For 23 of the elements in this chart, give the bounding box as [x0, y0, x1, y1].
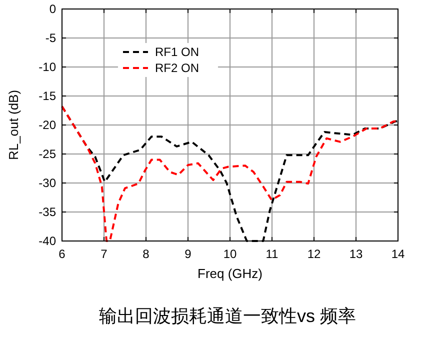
y-tick-label: -15 — [38, 89, 56, 103]
x-tick-label: 7 — [100, 247, 108, 261]
x-tick-label: 10 — [223, 247, 237, 261]
legend-label: RF1 ON — [155, 45, 200, 59]
y-tick-label: -30 — [38, 176, 56, 190]
text: 输出回波损耗通道一致性vs 频率 — [98, 306, 356, 326]
y-tick-label: -40 — [38, 234, 56, 248]
y-tick-label: -10 — [38, 60, 56, 74]
y-tick-label: -20 — [38, 118, 56, 132]
y-tick-label: -25 — [38, 147, 56, 161]
x-tick-label: 11 — [266, 247, 279, 261]
y-axis-title: RL_out (dB) — [6, 90, 21, 160]
x-axis-title: Freq (GHz) — [198, 266, 262, 281]
y-tick-label: -5 — [45, 31, 56, 45]
x-tick-label: 12 — [307, 247, 321, 261]
x-tick-label: 6 — [58, 247, 66, 261]
x-tick-label: 13 — [349, 247, 363, 261]
y-tick-label: -35 — [38, 205, 56, 219]
x-tick-label: 9 — [184, 247, 192, 261]
y-tick-label: 0 — [49, 2, 56, 16]
legend-label: RF2 ON — [155, 61, 200, 75]
x-tick-label: 14 — [391, 247, 405, 261]
x-tick-label: 8 — [142, 247, 150, 261]
